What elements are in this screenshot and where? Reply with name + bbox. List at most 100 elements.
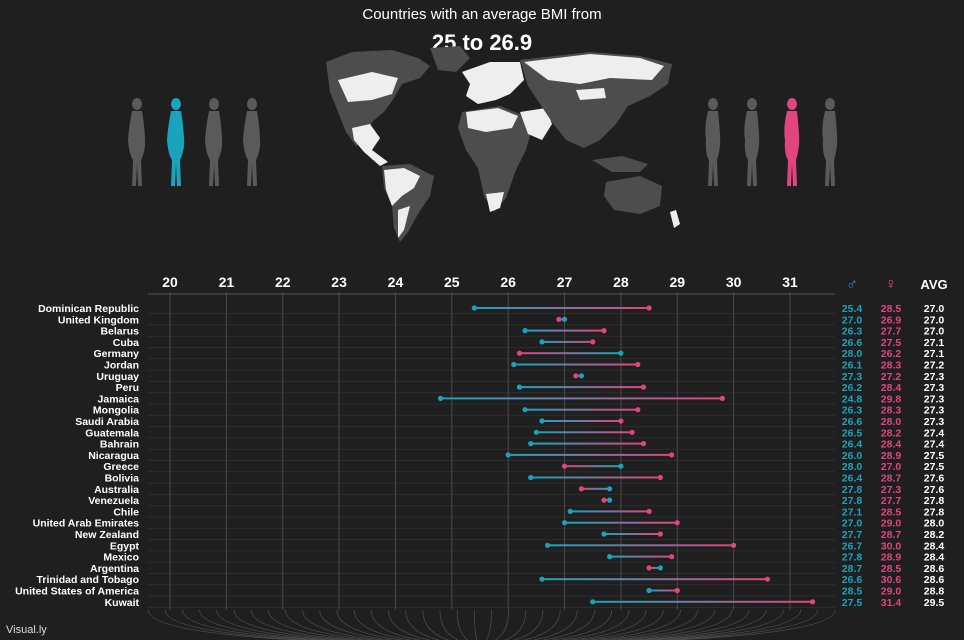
male-point [657,565,663,571]
female-point [646,305,652,311]
fan-line [524,609,561,640]
table-row: Jamaica 24.8 29.8 27.3 [98,393,945,405]
range-bar [558,318,565,321]
male-value: 27.3 [842,371,863,383]
female-point [669,452,675,458]
male-point [646,587,652,594]
country-label: Australia [94,484,139,496]
female-symbol-icon: ♀ [885,276,897,293]
x-tick-label: 24 [388,274,404,290]
fan-line [302,609,383,640]
x-tick-label: 29 [669,274,685,290]
fan-line [609,609,716,640]
avg-value: 27.5 [924,450,945,462]
credit-label: Visual.ly [6,624,47,636]
range-bar [564,521,678,524]
map-se-asia [592,156,648,172]
male-point [516,384,523,390]
female-point [674,520,680,526]
table-row: Australia 27.8 27.3 27.6 [94,484,944,496]
fan-line [675,609,836,640]
range-bar [513,363,638,366]
fan-line [599,609,698,640]
male-point [471,305,477,311]
female-value: 31.4 [881,597,902,609]
male-value: 28.0 [842,348,863,360]
table-row: United States of America 28.5 29.0 28.8 [15,586,944,598]
avg-value: 27.0 [924,326,945,338]
male-value: 26.7 [842,540,863,552]
male-value: 27.5 [842,597,863,609]
male-value: 27.1 [842,506,863,518]
avg-value: 27.8 [924,495,945,507]
female-point [640,384,647,390]
male-value: 26.3 [842,405,863,417]
range-bar [536,431,633,434]
table-row: Mongolia 26.3 28.3 27.3 [93,405,944,417]
male-value: 26.6 [842,416,863,428]
male-point [539,339,545,345]
country-label: Mexico [103,552,139,564]
female-point [809,599,816,605]
male-figure-2 [167,98,185,186]
table-row: United Arab Emirates 27.0 29.0 28.0 [33,518,945,530]
range-bar [530,476,661,479]
fan-line [485,609,492,640]
avg-value: 28.8 [924,586,945,598]
male-value: 24.8 [842,393,863,405]
map-new-zealand [670,210,680,228]
fan-line [164,609,307,640]
avg-value: 27.5 [924,461,945,473]
male-value: 27.7 [842,529,863,541]
avg-value: 28.6 [924,574,945,586]
range-bar [508,453,672,456]
table-row: Dominican Republic 25.4 28.5 27.0 [38,303,944,315]
x-tick-label: 31 [782,274,798,290]
fan-line [533,609,578,640]
female-point [674,587,680,594]
female-value: 27.7 [881,495,902,507]
female-point [578,486,585,492]
avg-value: 27.0 [924,314,945,326]
chart-subtitle: Countries with an average BMI from [362,6,602,23]
table-row: Uruguay 27.3 27.2 27.3 [96,371,944,383]
fan-line [181,609,317,640]
female-point [618,418,624,424]
female-point [764,576,771,582]
male-value: 28.0 [842,461,863,473]
country-label: Mongolia [93,405,139,417]
male-value: 26.6 [842,574,863,586]
avg-value: 27.3 [924,371,945,383]
female-point [556,316,562,322]
map-greenland [430,46,470,72]
avg-value: 28.6 [924,563,945,575]
female-point [601,497,607,503]
x-axis-ticks: 20 21 22 23 24 25 26 27 28 29 30 31 [162,274,798,290]
range-bar [604,533,661,535]
avg-value: 27.6 [924,473,945,485]
x-tick-label: 27 [557,274,573,290]
range-bar [542,420,621,422]
male-value: 26.3 [842,326,863,338]
male-value: 27.8 [842,552,863,564]
country-label: Peru [116,382,139,394]
male-value: 26.4 [842,439,863,451]
country-label: New Zealand [75,529,139,541]
male-value: 28.7 [842,563,863,575]
male-figure-3 [205,98,223,186]
male-point [607,497,613,503]
male-point [533,429,539,435]
country-label: United States of America [15,586,139,598]
female-point [635,361,641,368]
female-value: 28.7 [881,473,902,485]
fan-line [199,609,326,640]
x-tick-label: 22 [275,274,291,290]
female-value: 29.8 [881,393,902,405]
male-figure-1 [128,98,146,186]
chart-grid [148,292,835,610]
map-canada-highlight [338,72,398,102]
male-value: 28.5 [842,586,863,598]
range-bar [592,600,813,603]
avg-header: AVG [920,277,947,292]
